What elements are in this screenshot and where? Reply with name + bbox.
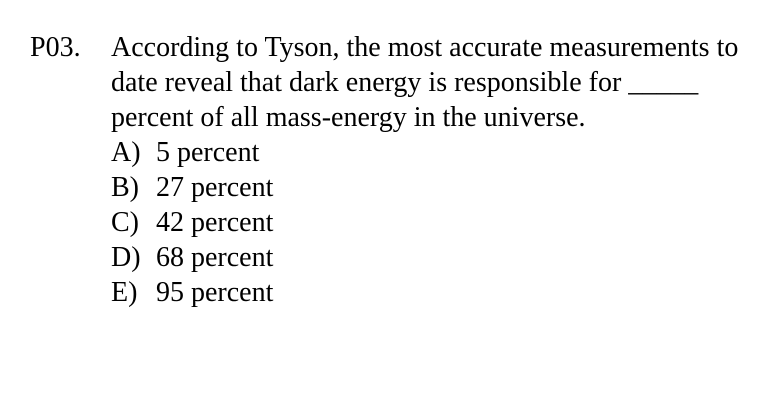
choice-letter: E) bbox=[111, 277, 138, 308]
answer-choice-c: C) 42 percent bbox=[111, 205, 750, 240]
question-block: P03. According to Tyson, the most accura… bbox=[30, 30, 750, 310]
answer-choice-e: E) 95 percent bbox=[111, 275, 750, 310]
question-stem: According to Tyson, the most accurate me… bbox=[111, 32, 739, 133]
question-body: According to Tyson, the most accurate me… bbox=[111, 30, 750, 310]
choice-text: 95 percent bbox=[156, 277, 274, 308]
answer-choice-b: B) 27 percent bbox=[111, 170, 750, 205]
choice-letter: D) bbox=[111, 242, 141, 273]
choice-letter: B) bbox=[111, 172, 139, 203]
choice-text: 27 percent bbox=[156, 172, 274, 203]
question-number: P03. bbox=[30, 32, 81, 63]
choice-letter: C) bbox=[111, 207, 139, 238]
answer-choice-a: A) 5 percent bbox=[111, 135, 750, 170]
choice-text: 68 percent bbox=[156, 242, 274, 273]
answer-choice-d: D) 68 percent bbox=[111, 240, 750, 275]
choice-text: 42 percent bbox=[156, 207, 274, 238]
choice-text: 5 percent bbox=[156, 137, 260, 168]
answer-choices: A) 5 percent B) 27 percent C) 42 percent… bbox=[111, 135, 750, 310]
choice-letter: A) bbox=[111, 137, 141, 168]
